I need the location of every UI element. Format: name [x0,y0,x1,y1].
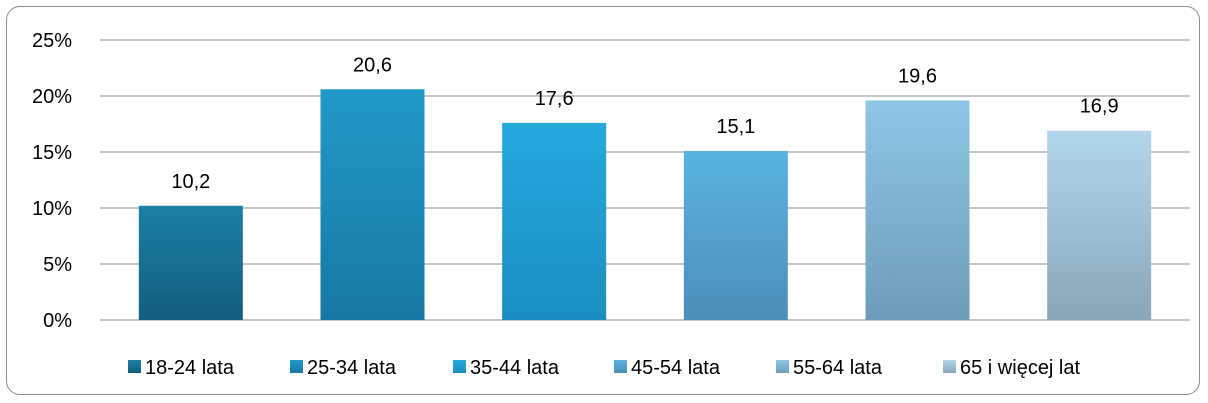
bar [502,122,607,320]
legend-swatch [128,360,141,373]
data-label: 16,9 [1080,96,1119,118]
data-label: 10,2 [171,171,210,193]
bar [1047,130,1152,320]
y-tick-label: 25% [32,30,72,52]
data-label: 19,6 [898,65,937,87]
data-label: 15,1 [716,116,755,138]
bar [138,205,243,320]
legend-swatch [776,360,789,373]
data-labels: 10,2 20,6 17,6 15,1 19,6 16,9 [171,54,1118,192]
legend-swatch [614,360,627,373]
y-tick-label: 0% [43,310,72,332]
legend-swatch [943,360,956,373]
legend-label: 25-34 lata [307,357,397,379]
bars [138,89,1152,320]
legend-label: 18-24 lata [145,357,235,379]
y-axis-ticks: 0% 5% 10% 15% 20% 25% [32,30,72,332]
y-tick-label: 20% [32,86,72,108]
y-tick-label: 5% [43,254,72,276]
legend-label: 35-44 lata [470,357,560,379]
legend-label: 55-64 lata [793,357,883,379]
bar [865,100,970,320]
gridlines [100,39,1190,321]
bar [320,89,425,320]
y-tick-label: 10% [32,198,72,220]
legend-swatch [290,360,303,373]
legend-label: 45-54 lata [631,357,721,379]
legend-swatch [453,360,466,373]
data-label: 17,6 [535,88,574,110]
legend-label: 65 i więcej lat [960,357,1081,379]
y-tick-label: 15% [32,142,72,164]
bar [683,150,788,320]
data-label: 20,6 [353,54,392,76]
legend: 18-24 lata 25-34 lata 35-44 lata 45-54 lata… [128,357,1081,379]
